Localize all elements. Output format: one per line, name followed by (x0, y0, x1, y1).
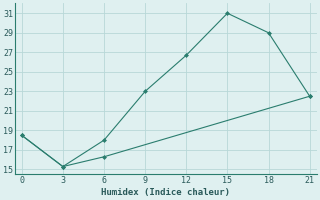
X-axis label: Humidex (Indice chaleur): Humidex (Indice chaleur) (101, 188, 230, 197)
